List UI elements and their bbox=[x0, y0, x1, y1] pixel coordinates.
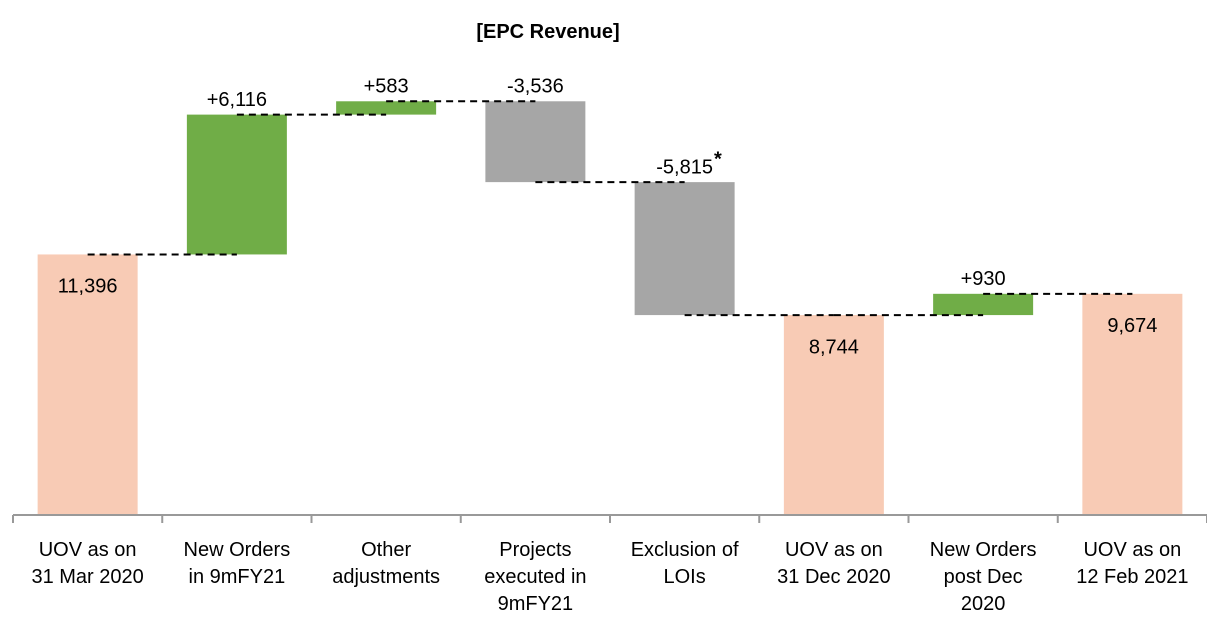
bar bbox=[485, 101, 586, 183]
value-label: 8,744 bbox=[809, 336, 859, 358]
value-label: 9,674 bbox=[1107, 315, 1157, 337]
chart-title: [EPC Revenue] bbox=[476, 21, 619, 43]
bar bbox=[634, 182, 735, 316]
bar bbox=[186, 114, 287, 255]
x-tick-label: Exclusion of LOIs bbox=[630, 539, 739, 588]
value-label: +6,116 bbox=[207, 89, 267, 111]
value-label: -3,536 bbox=[507, 76, 564, 98]
x-tick-label: New Orders post Dec 2020 bbox=[929, 539, 1037, 615]
value-label: 11,396 bbox=[58, 276, 118, 298]
x-tick-label: UOV as on 31 Dec 2020 bbox=[777, 539, 891, 588]
bar bbox=[783, 315, 884, 515]
bar bbox=[933, 293, 1034, 316]
bar bbox=[37, 254, 138, 516]
x-tick-label: New Orders in 9mFY21 bbox=[183, 539, 291, 588]
value-label: +583 bbox=[364, 76, 409, 98]
x-tick-label: UOV as on 12 Feb 2021 bbox=[1076, 539, 1189, 588]
x-tick-label: UOV as on 31 Mar 2020 bbox=[31, 539, 144, 588]
x-tick-label: Projects executed in 9mFY21 bbox=[484, 539, 587, 615]
value-label: +930 bbox=[961, 268, 1006, 290]
annotation: * bbox=[714, 148, 722, 170]
bar bbox=[1082, 293, 1183, 515]
x-tick-label: Other adjustments bbox=[332, 539, 441, 588]
bar bbox=[336, 101, 437, 115]
value-label: -5,815 bbox=[656, 156, 713, 178]
